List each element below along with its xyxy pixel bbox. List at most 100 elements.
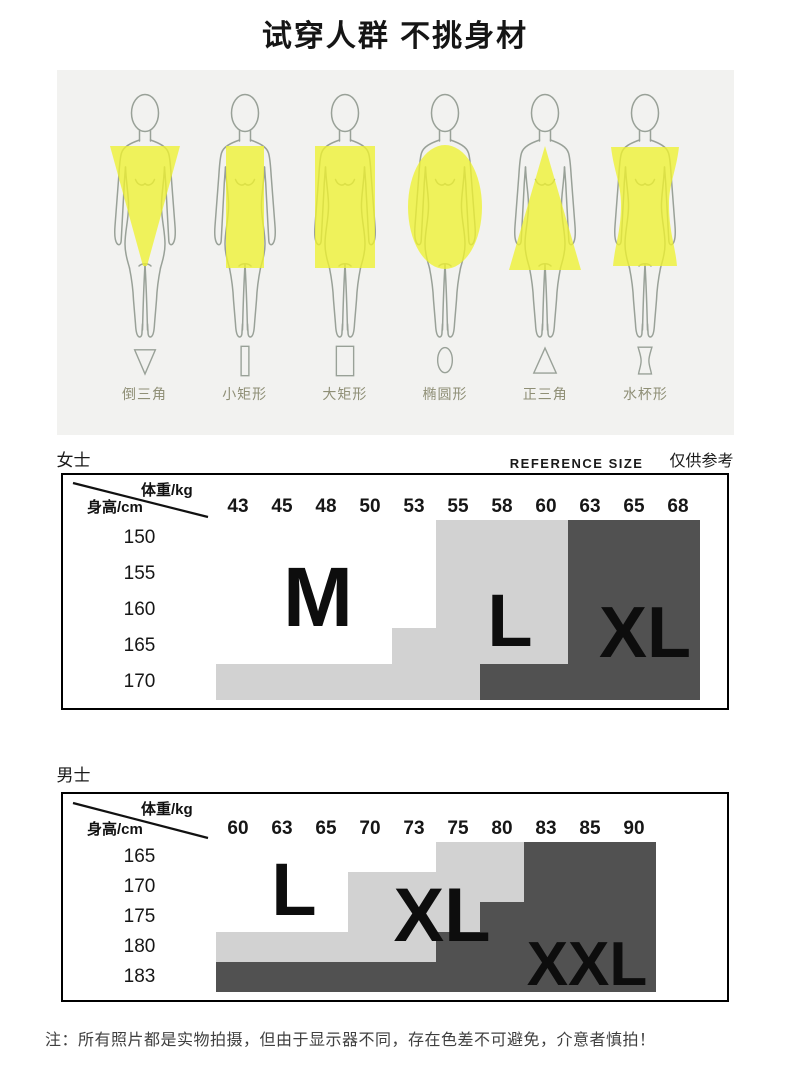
size-cell-M (260, 592, 304, 628)
size-cell-L (392, 664, 436, 700)
size-cell-M (348, 592, 392, 628)
chart-row: 160 (63, 592, 727, 628)
chart-row: 150 (63, 520, 727, 556)
height-value: 165 (123, 846, 156, 867)
height-value: 183 (123, 966, 156, 987)
body-type-small-rectangle: 小矩形 (195, 92, 295, 435)
size-cell-XL (480, 872, 524, 902)
weight-value: 58 (491, 496, 513, 517)
size-cell-XXL (612, 962, 656, 992)
size-cell-XL (612, 664, 656, 700)
size-cell-L (392, 842, 436, 872)
size-cell-M (304, 628, 348, 664)
size-cell-M (348, 628, 392, 664)
water-cup-icon (637, 346, 654, 375)
body-figure-triangle (509, 93, 582, 338)
body-type-label: 正三角 (522, 386, 568, 402)
body-figure-small-rectangle (213, 93, 276, 338)
body-type-water-cup: 水杯形 (595, 92, 695, 435)
weight-value: 63 (271, 818, 293, 839)
size-cell-L (216, 664, 260, 700)
chart-row: 175 (63, 902, 727, 932)
height-value: 180 (123, 936, 156, 957)
size-region-label: M (283, 550, 353, 644)
size-cell-XL (348, 872, 392, 902)
body-type-label: 椭圆形 (422, 386, 468, 402)
size-region-label: L (487, 579, 533, 662)
size-cell-L (348, 664, 392, 700)
size-cell-XL (480, 842, 524, 872)
body-type-label: 小矩形 (222, 386, 268, 402)
size-cell-M (392, 556, 436, 592)
weight-value: 65 (315, 818, 337, 839)
size-cell-XL (656, 520, 700, 556)
men-chart-header: 体重/kg 身高/cm 60 63 65 70 73 75 80 83 85 90 (63, 794, 727, 842)
size-cell-M (304, 592, 348, 628)
size-cell-L (260, 842, 304, 872)
size-cell-XXL (524, 962, 568, 992)
size-region-label: L (271, 848, 317, 931)
weight-axis-label: 体重/kg (141, 482, 193, 499)
weight-value: 53 (403, 496, 425, 517)
size-cell-M (392, 520, 436, 556)
size-region-label: XL (598, 593, 692, 673)
size-cell-XL (612, 628, 656, 664)
size-cell-M (260, 628, 304, 664)
weight-value: 80 (491, 818, 513, 839)
weight-value: 60 (535, 496, 557, 517)
chart-row: 165 (63, 842, 727, 872)
size-cell-XXL (392, 962, 436, 992)
size-cell-XXL (568, 842, 612, 872)
weight-value: 48 (315, 496, 337, 517)
size-cell-L (436, 592, 480, 628)
size-cell-L (216, 842, 260, 872)
diagonal-divider (72, 801, 209, 840)
chart-row: 183 (63, 962, 727, 992)
triangle-icon (532, 346, 558, 374)
weight-axis-label: 体重/kg (141, 801, 193, 818)
size-cell-XL (304, 932, 348, 962)
size-cell-L (260, 902, 304, 932)
size-cell-XXL (436, 932, 480, 962)
size-cell-XXL (568, 962, 612, 992)
size-cell-XL (656, 556, 700, 592)
men-section-header: 男士 (57, 762, 734, 786)
size-cell-XL (348, 902, 392, 932)
reference-size-label: REFERENCE SIZE (509, 456, 644, 471)
size-cell-XL (524, 664, 568, 700)
size-cell-XL (612, 592, 656, 628)
body-figure-water-cup (611, 93, 680, 338)
reference-size-note: REFERENCE SIZE 仅供参考 (510, 447, 734, 471)
size-cell-L (260, 664, 304, 700)
size-cell-XXL (612, 842, 656, 872)
size-cell-L (348, 842, 392, 872)
size-cell-L (392, 628, 436, 664)
size-cell-XXL (216, 962, 260, 992)
body-figure-inverted-triangle (109, 93, 180, 338)
size-cell-M (216, 520, 260, 556)
men-label: 男士 (56, 766, 91, 785)
weight-value: 45 (271, 496, 293, 517)
inverted-triangle-icon (133, 349, 156, 376)
size-cell-XL (656, 664, 700, 700)
weight-value: 85 (579, 818, 601, 839)
weight-value: 75 (447, 818, 469, 839)
size-cell-L (436, 628, 480, 664)
weight-value: 70 (359, 818, 381, 839)
size-cell-XL (436, 902, 480, 932)
height-value: 165 (123, 635, 156, 656)
body-figure-oval (408, 93, 483, 338)
oval-icon (437, 346, 454, 374)
size-cell-XXL (524, 842, 568, 872)
size-cell-XXL (612, 932, 656, 962)
size-cell-M (216, 592, 260, 628)
weight-value: 60 (227, 818, 249, 839)
size-cell-XL (348, 932, 392, 962)
size-region-label: XL (393, 873, 491, 958)
men-chart-body: 165 170 175 180 183 (63, 842, 727, 1000)
body-type-panel: 倒三角 小矩形 大矩形 (56, 70, 734, 435)
size-cell-XL (392, 902, 436, 932)
size-cell-L (304, 902, 348, 932)
size-cell-XXL (568, 872, 612, 902)
size-cell-L (436, 556, 480, 592)
